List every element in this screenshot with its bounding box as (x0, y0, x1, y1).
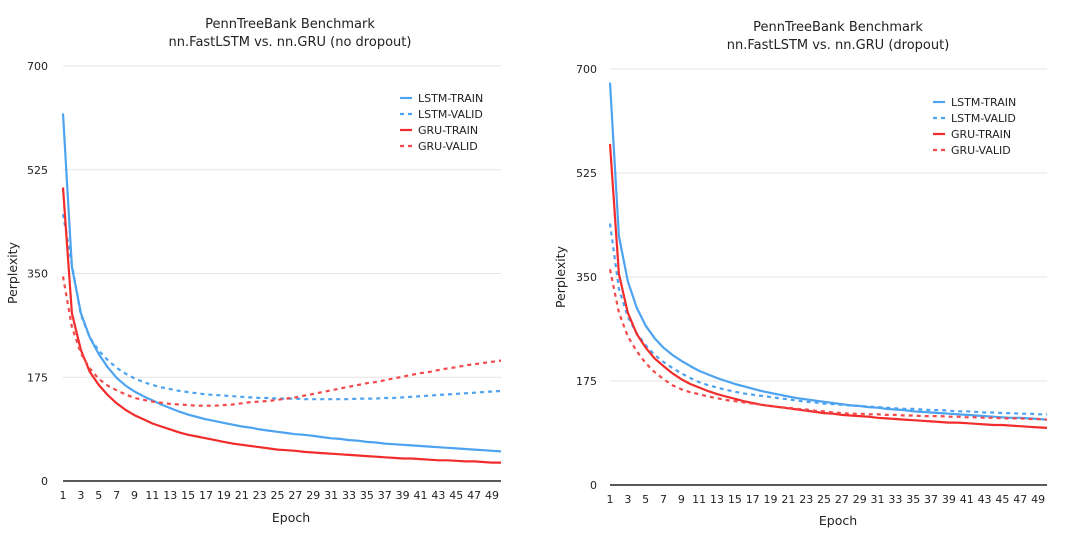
y-tick-label: 525 (576, 167, 597, 180)
y-tick-label: 0 (41, 475, 48, 488)
series-line-gru-train (608, 143, 1048, 429)
x-tick-label: 9 (678, 493, 685, 506)
x-tick-label: 47 (467, 489, 481, 502)
x-tick-label: 15 (728, 493, 742, 506)
x-tick-label: 17 (746, 493, 760, 506)
x-tick-label: 41 (960, 493, 974, 506)
series-line-gru-valid (608, 269, 1048, 421)
chart-dropout: PennTreeBank Benchmark nn.FastLSTM vs. n… (553, 20, 1048, 528)
y-tick-label: 175 (576, 375, 597, 388)
x-axis-label: Epoch (272, 510, 310, 525)
x-tick-label: 49 (1031, 493, 1045, 506)
x-tick-label: 37 (924, 493, 938, 506)
x-tick-label: 3 (624, 493, 631, 506)
x-tick-label: 11 (692, 493, 706, 506)
y-tick-label: 700 (576, 63, 597, 76)
y-axis-label: Perplexity (553, 245, 568, 308)
chart-no-dropout: PennTreeBank Benchmark nn.FastLSTM vs. n… (5, 17, 502, 525)
x-tick-label: 9 (131, 489, 138, 502)
x-tick-label: 49 (485, 489, 499, 502)
x-tick-label: 39 (396, 489, 410, 502)
x-tick-label: 45 (995, 493, 1009, 506)
x-tick-label: 33 (342, 489, 356, 502)
legend-label: LSTM-VALID (418, 108, 483, 121)
chart-title: PennTreeBank Benchmark (753, 20, 923, 35)
x-tick-label: 23 (799, 493, 813, 506)
legend-label: GRU-TRAIN (418, 124, 478, 137)
y-tick-label: 0 (590, 479, 597, 492)
x-tick-label: 45 (449, 489, 463, 502)
x-axis-label: Epoch (819, 513, 857, 528)
x-tick-label: 19 (764, 493, 778, 506)
x-tick-label: 5 (95, 489, 102, 502)
series-line-lstm-train (608, 82, 1048, 421)
series-line-gru-valid (61, 276, 502, 407)
y-tick-label: 700 (27, 60, 48, 73)
x-tick-label: 25 (271, 489, 285, 502)
x-tick-label: 31 (871, 493, 885, 506)
legend-label: GRU-VALID (951, 144, 1011, 157)
series-line-lstm-valid (61, 214, 502, 401)
legend-label: GRU-TRAIN (951, 128, 1011, 141)
x-tick-label: 27 (288, 489, 302, 502)
x-tick-label: 43 (978, 493, 992, 506)
legend-label: LSTM-TRAIN (418, 92, 483, 105)
series-line-lstm-valid (608, 223, 1047, 416)
x-tick-label: 31 (324, 489, 338, 502)
x-tick-label: 19 (217, 489, 231, 502)
x-tick-label: 29 (853, 493, 867, 506)
legend-label: GRU-VALID (418, 140, 478, 153)
y-tick-label: 350 (576, 271, 597, 284)
y-tick-label: 350 (27, 268, 48, 281)
x-tick-label: 29 (306, 489, 320, 502)
x-tick-label: 11 (145, 489, 159, 502)
y-tick-label: 175 (27, 371, 48, 384)
x-tick-label: 21 (235, 489, 249, 502)
x-tick-label: 1 (60, 489, 67, 502)
x-tick-label: 33 (888, 493, 902, 506)
x-tick-label: 27 (835, 493, 849, 506)
x-tick-label: 3 (77, 489, 84, 502)
x-tick-label: 25 (817, 493, 831, 506)
x-tick-label: 7 (113, 489, 120, 502)
x-tick-label: 35 (906, 493, 920, 506)
y-axis-label: Perplexity (5, 241, 20, 304)
series-line-lstm-train (61, 113, 502, 453)
x-tick-label: 1 (607, 493, 614, 506)
chart-title: PennTreeBank Benchmark (205, 17, 375, 32)
legend-label: LSTM-TRAIN (951, 96, 1016, 109)
x-tick-label: 23 (253, 489, 267, 502)
y-tick-label: 525 (27, 164, 48, 177)
series-line-gru-train (61, 187, 501, 464)
x-tick-label: 13 (163, 489, 177, 502)
chart-subtitle: nn.FastLSTM vs. nn.GRU (no dropout) (169, 35, 412, 50)
x-tick-label: 15 (181, 489, 195, 502)
x-tick-label: 37 (378, 489, 392, 502)
x-tick-label: 43 (431, 489, 445, 502)
x-tick-label: 5 (642, 493, 649, 506)
x-tick-label: 39 (942, 493, 956, 506)
x-tick-label: 7 (660, 493, 667, 506)
x-tick-label: 35 (360, 489, 374, 502)
chart-subtitle: nn.FastLSTM vs. nn.GRU (dropout) (727, 38, 950, 53)
x-tick-label: 13 (710, 493, 724, 506)
x-tick-label: 21 (781, 493, 795, 506)
x-tick-label: 17 (199, 489, 213, 502)
x-tick-label: 47 (1013, 493, 1027, 506)
x-tick-label: 41 (414, 489, 428, 502)
legend-label: LSTM-VALID (951, 112, 1016, 125)
